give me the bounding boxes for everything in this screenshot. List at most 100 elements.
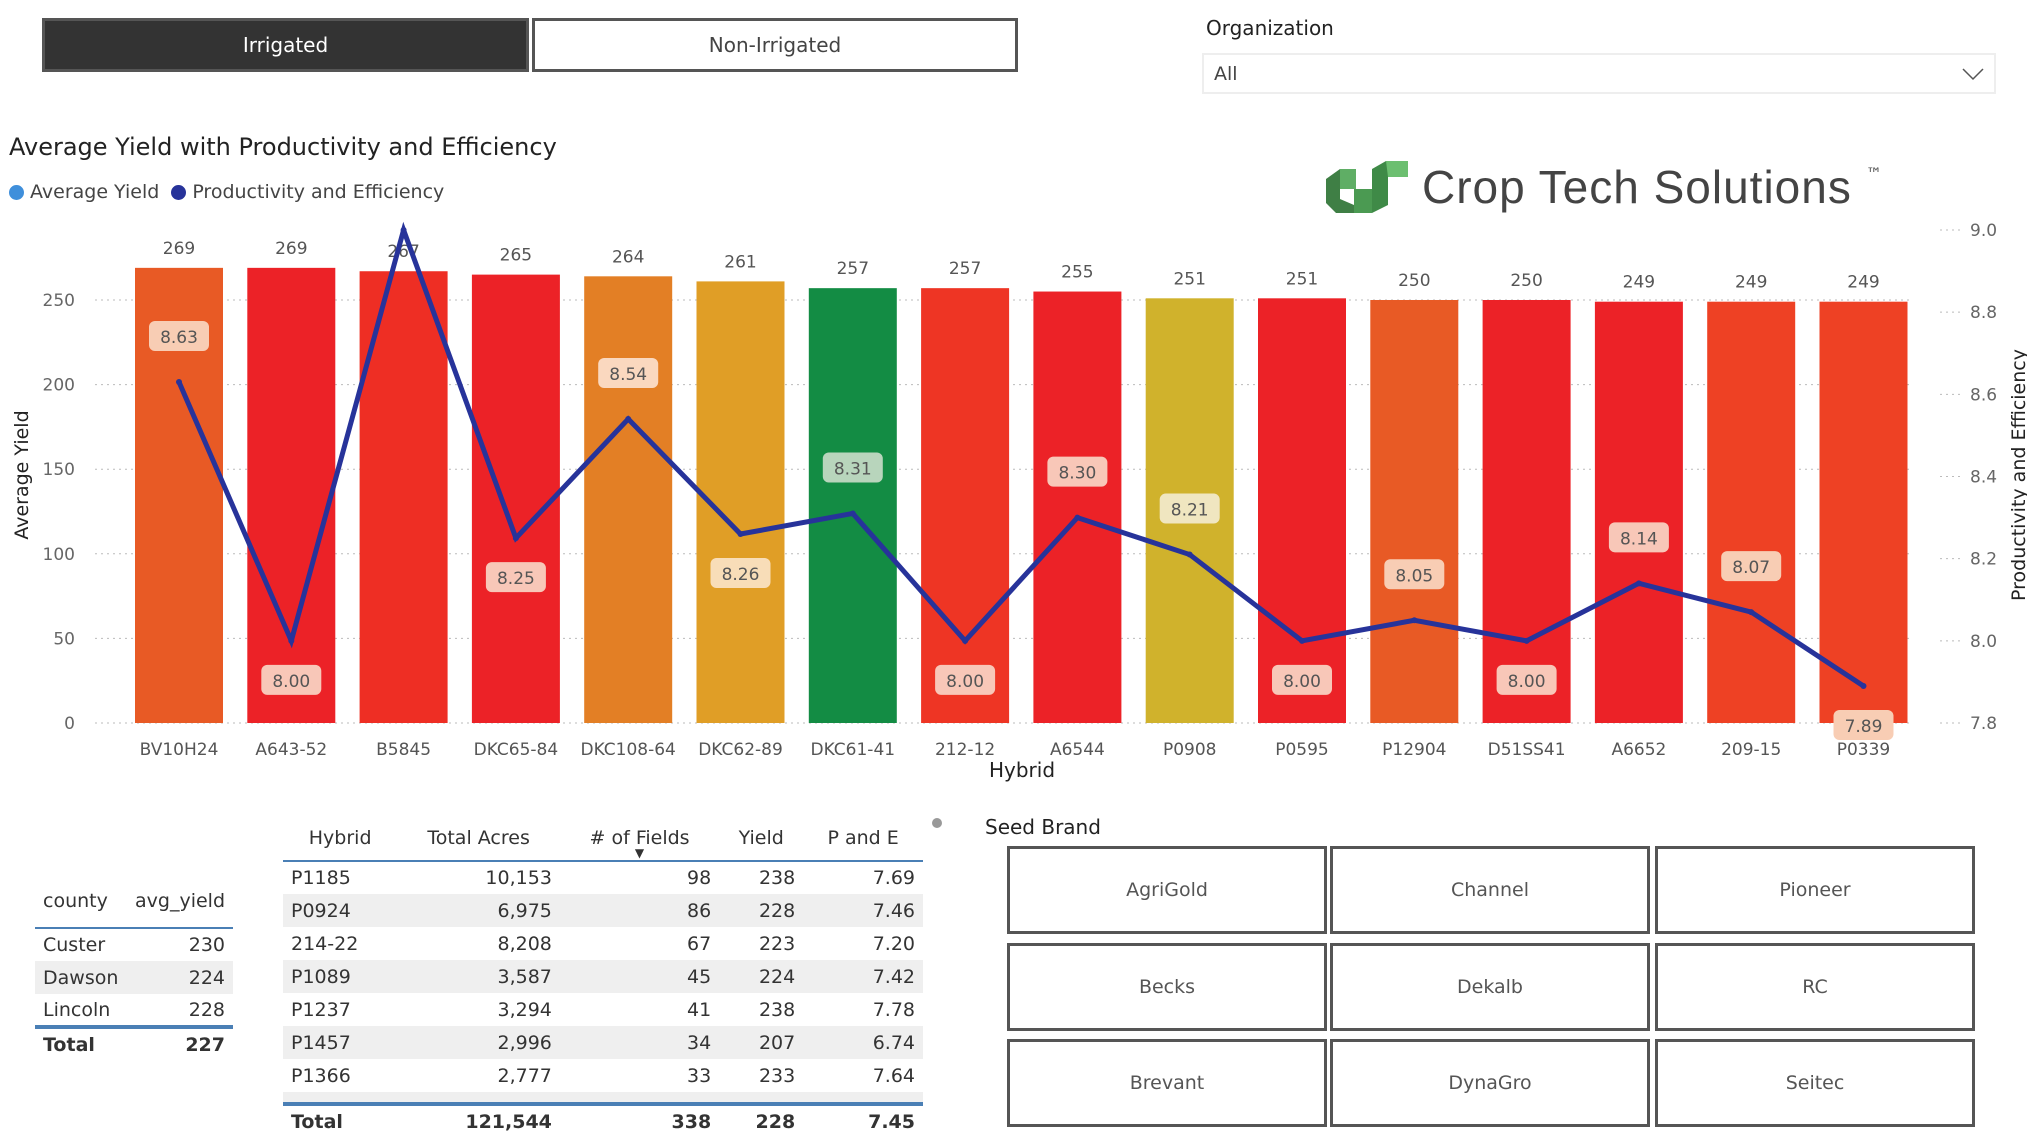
- cell: 228: [755, 1110, 796, 1133]
- table-row: P1089 3,587 45 224 7.42: [283, 960, 923, 993]
- y-tick-label: 200: [43, 376, 75, 396]
- pe-data-label: 8.00: [272, 672, 310, 692]
- irrigated-toggle[interactable]: Irrigated: [42, 18, 529, 72]
- cell: 2,996: [497, 1031, 552, 1054]
- table-row: P1366 2,777 33 233 7.64: [283, 1059, 923, 1092]
- bar: [584, 276, 673, 723]
- col-yield[interactable]: Yield: [738, 826, 784, 849]
- pe-data-label: 8.14: [1620, 529, 1658, 549]
- col-pe[interactable]: P and E: [827, 826, 899, 849]
- bar: [471, 274, 560, 723]
- y-tick-label: 100: [43, 545, 75, 565]
- crop-tech-logo: Crop Tech Solutions ™: [1326, 160, 1882, 214]
- table-row: P1185 10,153 98 238 7.69: [283, 861, 923, 894]
- x-tick-label: P0595: [1275, 740, 1329, 760]
- seed-brand-agrigold[interactable]: AgriGold: [1007, 846, 1327, 934]
- bar-value-label: 265: [500, 246, 532, 266]
- pe-point: [737, 531, 744, 538]
- table-row: Lincoln 228: [35, 994, 233, 1027]
- table-row: Dawson 224: [35, 961, 233, 994]
- y-tick-label: 150: [43, 460, 75, 480]
- col-avg-yield[interactable]: avg_yield: [135, 889, 225, 912]
- cell: 10,153: [485, 867, 552, 889]
- x-tick-label: DKC62-89: [698, 740, 783, 760]
- chart-title: Average Yield with Productivity and Effi…: [9, 133, 557, 161]
- x-tick-label: BV10H24: [140, 740, 219, 760]
- y-axis-title: Average Yield: [11, 410, 33, 539]
- table-row: 214-22 8,208 67 223 7.20: [283, 927, 923, 960]
- cell: P1366: [291, 1064, 351, 1087]
- col-total-acres[interactable]: Total Acres: [427, 826, 530, 849]
- spacer-row: [283, 1092, 923, 1104]
- x-tick-label: B5845: [376, 740, 431, 760]
- non-irrigated-toggle[interactable]: Non-Irrigated: [532, 18, 1018, 72]
- bar-value-label: 249: [1847, 273, 1879, 293]
- seed-brand-brevant[interactable]: Brevant: [1007, 1039, 1327, 1127]
- seed-brand-channel[interactable]: Channel: [1330, 846, 1650, 934]
- y2-tick-label: 8.4: [1970, 468, 1997, 488]
- cell: 121,544: [465, 1110, 552, 1133]
- x-tick-label: A6544: [1050, 740, 1105, 760]
- table-row: P1457 2,996 34 207 6.74: [283, 1026, 923, 1059]
- col-county[interactable]: county: [43, 889, 108, 912]
- pe-label-bg: [1047, 456, 1108, 487]
- county-table: county avg_yield Custer 230 Dawson 224 Lin…: [35, 888, 233, 1060]
- pe-point: [1635, 580, 1642, 587]
- y2-tick-label: 8.8: [1970, 303, 1997, 323]
- bar: [1033, 291, 1122, 723]
- pe-label-bg: [1721, 551, 1782, 582]
- seed-brand-dekalb[interactable]: Dekalb: [1330, 943, 1650, 1031]
- cell: Lincoln: [43, 998, 111, 1021]
- seed-brand-rc[interactable]: RC: [1655, 943, 1975, 1031]
- hybrid-table: Hybrid Total Acres # of Fields ▼ Yield P …: [283, 815, 923, 1137]
- pe-point: [1411, 617, 1418, 624]
- pe-point: [962, 637, 969, 644]
- y2-tick-label: 8.0: [1970, 632, 1997, 652]
- bar-value-label: 251: [1173, 269, 1205, 289]
- pe-label-bg: [822, 452, 883, 483]
- cell: 67: [686, 932, 712, 955]
- pe-label-bg: [598, 357, 659, 388]
- bar-value-label: 255: [1061, 263, 1093, 283]
- cell: 207: [758, 1031, 796, 1054]
- chart-legend: Average Yield Productivity and Efficienc…: [9, 181, 444, 203]
- cell: 7.20: [872, 932, 915, 955]
- bar-value-label: 257: [837, 259, 869, 279]
- col-hybrid[interactable]: Hybrid: [308, 826, 372, 849]
- organization-dropdown[interactable]: All: [1202, 53, 1996, 94]
- seed-brand-becks[interactable]: Becks: [1007, 943, 1327, 1031]
- pe-data-label: 8.26: [722, 565, 760, 585]
- pe-point: [849, 510, 856, 517]
- y-tick-label: 50: [53, 629, 75, 649]
- sort-desc-icon: ▼: [634, 846, 645, 860]
- cell: 238: [758, 867, 796, 889]
- bar: [921, 288, 1010, 723]
- chevron-down-icon: [1962, 67, 1984, 80]
- scroll-indicator[interactable]: [932, 818, 942, 828]
- cell: Total: [43, 1033, 95, 1056]
- col-fields[interactable]: # of Fields ▼: [560, 815, 719, 861]
- cell: 8,208: [497, 932, 552, 955]
- legend-average-yield[interactable]: Average Yield: [30, 181, 160, 203]
- pe-point: [1299, 637, 1305, 644]
- cell: 3,587: [497, 965, 552, 988]
- pe-data-label: 8.30: [1058, 464, 1096, 484]
- pe-point: [176, 379, 182, 386]
- pe-point: [512, 535, 519, 542]
- crop-tech-logo-icon: [1326, 161, 1408, 213]
- bar: [1594, 301, 1683, 723]
- seed-brand-pioneer[interactable]: Pioneer: [1655, 846, 1975, 934]
- cell: P1237: [291, 998, 351, 1021]
- pe-label-bg: [1384, 559, 1445, 590]
- cell: 228: [758, 899, 796, 922]
- seed-brand-title: Seed Brand: [985, 815, 1101, 839]
- bar-value-label: 269: [275, 239, 307, 259]
- legend-pe[interactable]: Productivity and Efficiency: [192, 181, 445, 203]
- seed-brand-dynagro[interactable]: DynaGro: [1330, 1039, 1650, 1127]
- cell: 98: [686, 867, 712, 889]
- pe-label-bg: [1496, 664, 1557, 695]
- seed-brand-seitec[interactable]: Seitec: [1655, 1039, 1975, 1127]
- cell: 3,294: [497, 998, 552, 1021]
- x-tick-label: A643-52: [255, 740, 327, 760]
- cell: 214-22: [291, 932, 359, 955]
